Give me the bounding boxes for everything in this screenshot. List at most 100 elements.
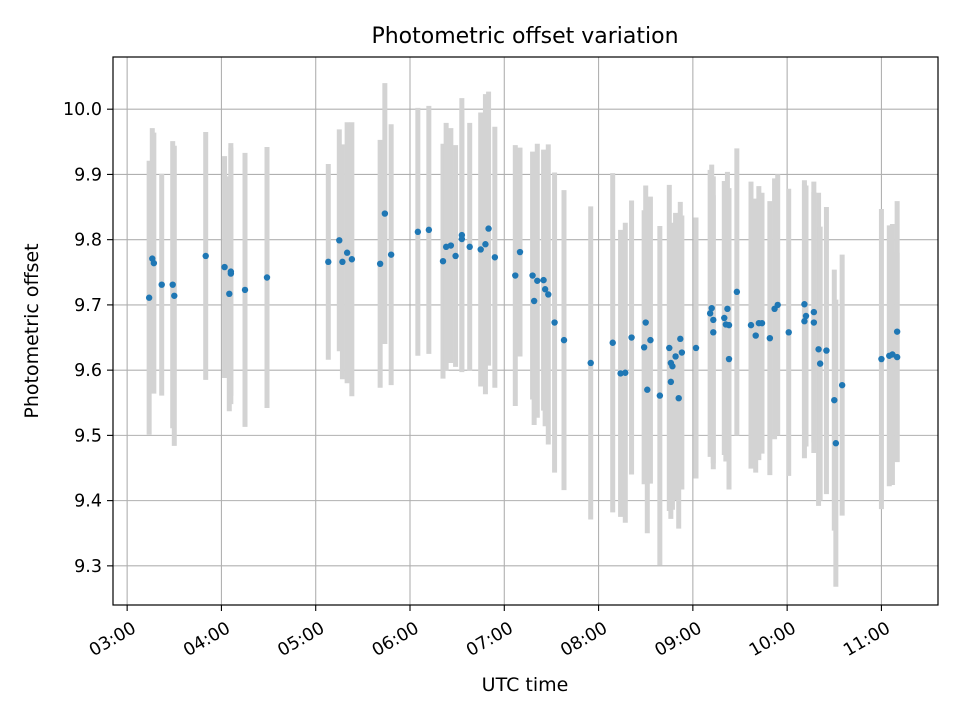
data-point xyxy=(725,321,733,329)
data-point xyxy=(617,370,624,377)
data-point xyxy=(545,291,552,298)
data-point xyxy=(666,344,673,352)
data-point xyxy=(656,392,664,399)
data-point xyxy=(512,272,519,279)
x-axis-label: UTC time xyxy=(482,674,569,696)
data-point xyxy=(802,312,810,320)
data-point xyxy=(801,318,808,325)
data-point xyxy=(145,294,153,301)
data-point xyxy=(540,276,547,284)
data-point xyxy=(221,263,228,271)
data-point xyxy=(747,321,755,329)
y-axis-ticks: 9.3 9.4 9.5 9.6 9.7 9.8 9.9 10.0 xyxy=(63,100,113,577)
data-point xyxy=(150,259,158,267)
data-point xyxy=(587,359,594,367)
data-point xyxy=(263,274,271,281)
data-point xyxy=(733,288,741,296)
data-point xyxy=(838,381,846,389)
data-point xyxy=(644,386,651,393)
data-point xyxy=(889,351,896,358)
data-point xyxy=(878,355,885,363)
data-point xyxy=(766,334,774,342)
data-point xyxy=(516,248,524,256)
data-point xyxy=(832,440,840,447)
data-point xyxy=(706,310,714,317)
data-point xyxy=(678,349,686,356)
data-point xyxy=(529,272,536,279)
data-point xyxy=(348,256,356,263)
y-tick-label: 9.7 xyxy=(74,296,102,316)
data-point xyxy=(721,314,728,322)
data-point xyxy=(815,346,822,353)
data-point xyxy=(810,319,818,326)
data-point xyxy=(672,353,679,360)
data-point xyxy=(343,249,351,256)
data-point xyxy=(551,319,558,326)
data-point xyxy=(710,329,717,336)
data-point xyxy=(560,336,568,344)
y-tick-label: 9.4 xyxy=(74,492,102,512)
data-point xyxy=(376,260,384,268)
data-point xyxy=(692,344,700,352)
data-point xyxy=(336,237,343,244)
y-axis-label: Photometric offset xyxy=(21,243,43,418)
data-point xyxy=(628,334,635,341)
data-point xyxy=(325,258,332,266)
data-point xyxy=(452,252,459,260)
data-point xyxy=(202,252,209,260)
data-point xyxy=(491,254,499,261)
grid-lines xyxy=(113,57,938,605)
data-point xyxy=(724,305,731,313)
data-point xyxy=(466,243,473,251)
data-point xyxy=(226,290,233,298)
data-point xyxy=(823,347,830,354)
data-point xyxy=(530,297,538,305)
data-point xyxy=(758,319,766,327)
data-point xyxy=(169,281,176,288)
data-point xyxy=(171,292,178,299)
data-point xyxy=(414,228,422,236)
data-point xyxy=(801,301,808,308)
data-point xyxy=(439,257,447,265)
data-points xyxy=(145,210,901,447)
data-point xyxy=(669,363,676,370)
y-tick-label: 9.6 xyxy=(74,361,102,381)
data-point xyxy=(810,308,818,316)
data-point xyxy=(458,235,466,243)
data-point xyxy=(893,353,901,361)
y-tick-label: 10.0 xyxy=(63,100,102,120)
data-point xyxy=(622,369,629,376)
data-point xyxy=(710,316,717,324)
data-point xyxy=(227,268,235,275)
axes-frame xyxy=(112,56,939,606)
data-point xyxy=(893,328,901,335)
data-point xyxy=(534,277,541,284)
data-point xyxy=(609,339,616,346)
data-point xyxy=(381,210,389,217)
data-point xyxy=(831,396,838,404)
data-point xyxy=(640,344,648,351)
data-point xyxy=(725,355,733,363)
y-tick-label: 9.3 xyxy=(74,557,102,577)
data-point xyxy=(485,225,492,232)
data-point xyxy=(387,251,395,258)
data-point xyxy=(677,335,684,343)
data-point xyxy=(447,242,455,249)
data-point xyxy=(477,246,484,253)
data-point xyxy=(752,332,759,339)
data-point xyxy=(774,301,781,309)
data-point xyxy=(158,281,165,288)
data-point xyxy=(785,329,792,336)
data-point xyxy=(339,258,346,266)
data-point xyxy=(642,319,649,326)
data-point xyxy=(647,336,654,344)
data-point xyxy=(425,226,433,234)
data-point xyxy=(482,241,489,248)
y-tick-label: 9.9 xyxy=(74,165,102,185)
y-tick-label: 9.5 xyxy=(74,426,102,446)
data-point xyxy=(241,286,249,294)
data-point xyxy=(816,360,824,367)
data-point xyxy=(541,286,549,293)
data-point xyxy=(708,304,715,312)
